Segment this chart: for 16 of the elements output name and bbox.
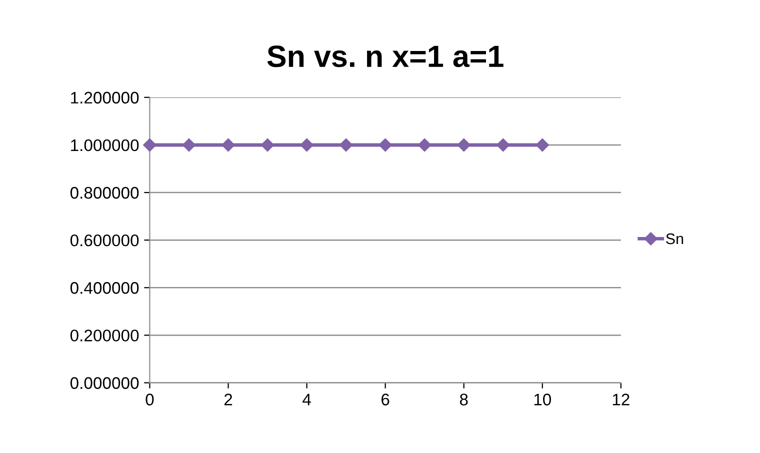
y-tick-label: 0.600000 — [70, 234, 139, 246]
x-tick-label: 4 — [302, 394, 311, 406]
x-tick-label: 12 — [612, 394, 630, 406]
y-tick-label: 0.200000 — [70, 330, 139, 342]
legend-label: Sn — [666, 233, 684, 244]
x-tick-label: 10 — [534, 394, 552, 406]
y-tick-label: 0.000000 — [70, 377, 139, 389]
x-tick-label: 8 — [460, 394, 468, 406]
y-tick-label: 1.200000 — [71, 92, 139, 104]
y-tick-label: 0.400000 — [70, 282, 139, 294]
x-tick-label: 2 — [224, 394, 232, 406]
x-tick-label: 6 — [382, 394, 390, 406]
y-tick-label: 0.800000 — [70, 186, 139, 199]
y-tick-label: 1.000000 — [71, 139, 139, 152]
chart-title: Sn vs. n x=1 a=1 — [267, 46, 504, 68]
x-tick-label: 0 — [146, 394, 154, 406]
